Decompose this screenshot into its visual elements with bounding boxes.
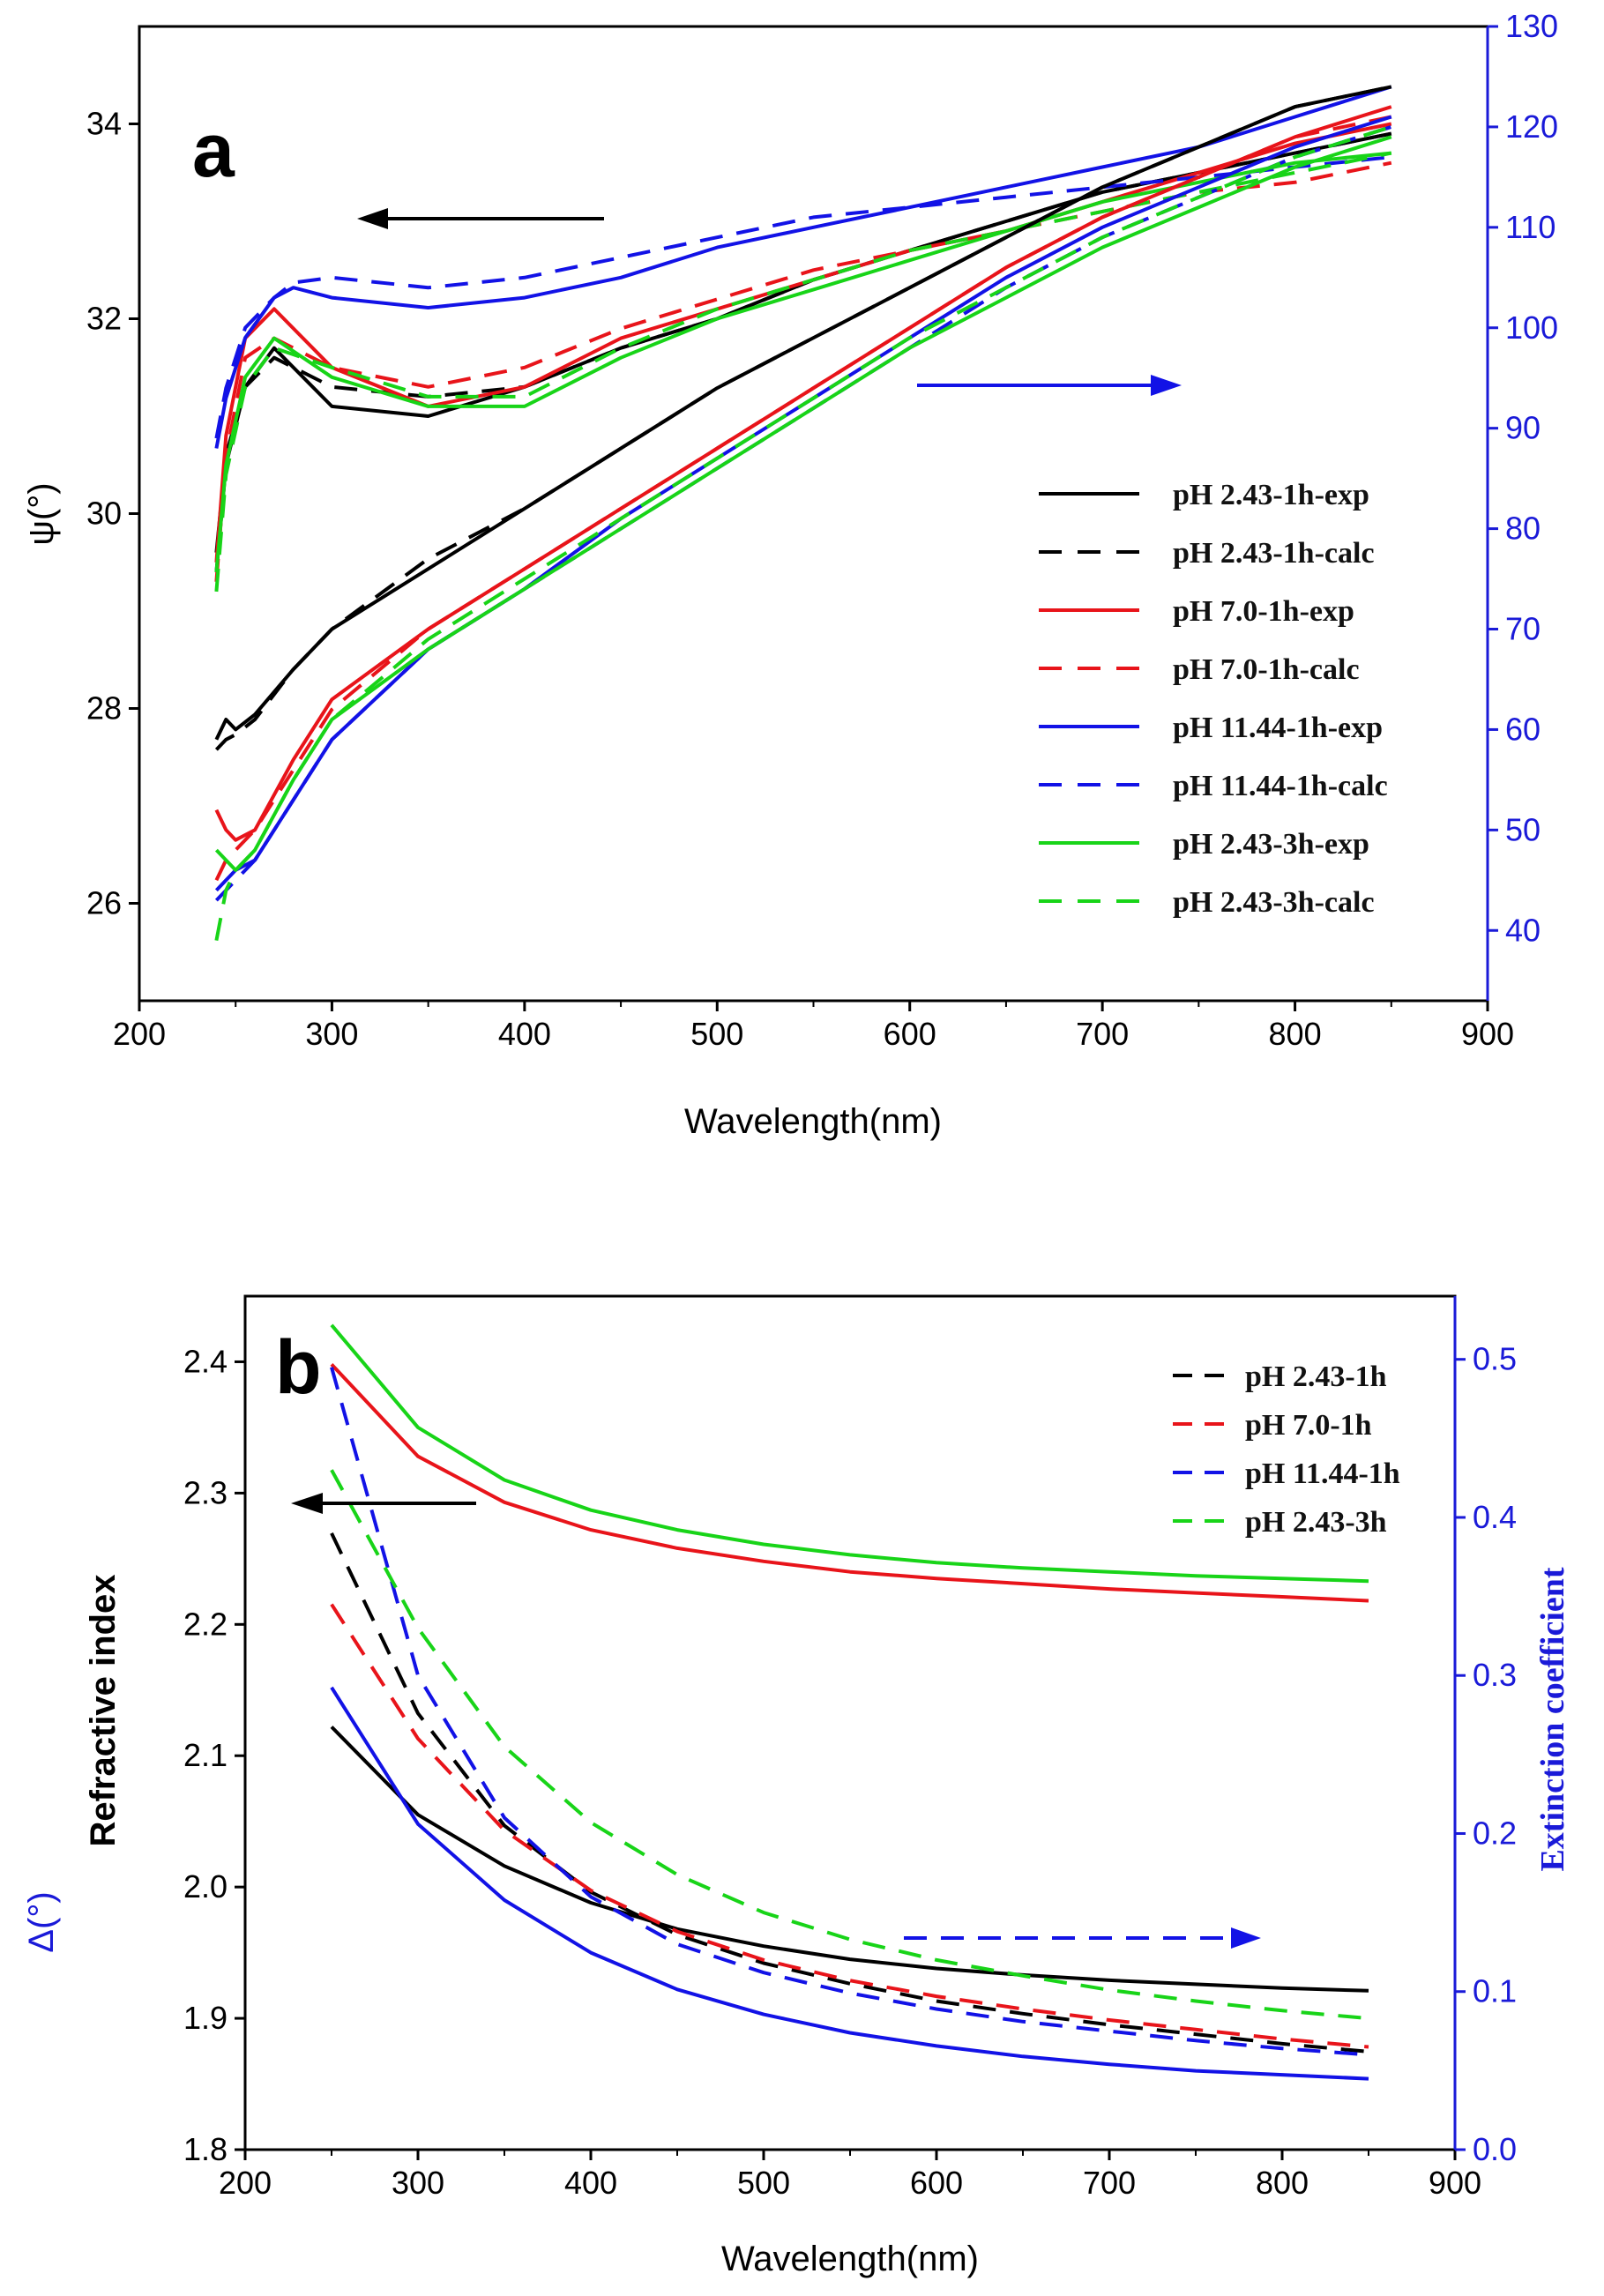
legend-label: pH 2.43-3h xyxy=(1245,1506,1387,1539)
chart-panel-b: 200 300 400 500 600 700 800 900 1.8 1.9 2.0 2.1 2.2 2… xyxy=(0,1252,1604,2296)
right-arrow-head xyxy=(1151,375,1182,396)
legend-label: pH 7.0-1h xyxy=(1245,1409,1372,1442)
ticks-b: 200 300 400 500 600 700 800 900 1.8 1.9 2.0 2.1 2.2 2… xyxy=(183,1341,1517,2201)
y-tick-label-right: 0.5 xyxy=(1473,1341,1517,1377)
arrows-a xyxy=(357,208,1182,396)
series-line-ph-7-0-1h-n xyxy=(330,1363,1369,1603)
y-tick-label-right: 0.2 xyxy=(1473,1815,1517,1851)
panel-letter-a: a xyxy=(192,108,235,193)
series-line-ph-11-44-1h-exp xyxy=(214,85,1392,449)
series-line-ph-2-43-1h-calc xyxy=(214,131,1392,572)
y-tick-label-right: 60 xyxy=(1505,711,1541,747)
y-tick-label-right: 50 xyxy=(1505,811,1541,847)
x-tick-label: 900 xyxy=(1429,2165,1481,2201)
legend-b: pH 2.43-1h pH 7.0-1h pH 11.44-1h pH 2.43-3h xyxy=(1173,1360,1400,1539)
y-tick-label-right: 100 xyxy=(1505,309,1558,346)
y-tick-label-right: 120 xyxy=(1505,108,1558,145)
y-axis-right-title-b: Extinction coefficient xyxy=(1534,1567,1571,1871)
x-axis-title-a: Wavelength(nm) xyxy=(684,1102,942,1141)
series-line-ph-2-43-3h-calc xyxy=(214,151,1392,593)
y-tick-label-right: 70 xyxy=(1505,611,1541,647)
y-tick-label-right: 0.4 xyxy=(1473,1499,1517,1535)
series-line-ph-2-43-1h-k xyxy=(330,1532,1369,2054)
x-tick-label: 900 xyxy=(1461,1016,1514,1052)
x-tick-label: 600 xyxy=(884,1016,936,1052)
series-line-ph-11-44-1h-n xyxy=(330,1686,1369,2081)
y-tick-label-left: 34 xyxy=(86,106,122,142)
arrows-b xyxy=(291,1493,1261,1949)
series-line-ph-2-43-1h-n xyxy=(330,1726,1369,1993)
series-line-ph-7-0-1h-k xyxy=(330,1603,1369,2049)
legend-label: pH 2.43-3h-calc xyxy=(1173,886,1375,919)
legend-label: pH 2.43-1h-exp xyxy=(1173,479,1369,511)
legend-label: pH 7.0-1h-calc xyxy=(1173,653,1360,686)
x-axis-title-b: Wavelength(nm) xyxy=(721,2240,979,2278)
series-line-ph-11-44-1h-k xyxy=(330,1367,1369,2057)
x-tick-label: 200 xyxy=(113,1016,166,1052)
y-tick-label-left: 1.9 xyxy=(183,2000,228,2036)
y-tick-label-right: 130 xyxy=(1505,8,1558,44)
legend-label: pH 2.43-3h-exp xyxy=(1173,828,1369,861)
x-tick-label: 200 xyxy=(219,2165,272,2201)
series-line-ph-7-0-1h-calc xyxy=(214,160,1392,582)
x-tick-label: 400 xyxy=(498,1016,551,1052)
x-tick-label: 600 xyxy=(910,2165,963,2201)
x-tick-label: 800 xyxy=(1256,2165,1309,2201)
y-tick-label-right: 110 xyxy=(1505,209,1556,245)
y-tick-label-left: 1.8 xyxy=(183,2131,228,2167)
chart-a-svg: 200 300 400 500 600 700 800 900 26 28 30 32 34 40 50 60… xyxy=(22,8,1559,1141)
series-a xyxy=(214,85,1392,941)
y-tick-label-right: 80 xyxy=(1505,511,1541,547)
series-line-red-calc-lower xyxy=(214,115,1392,882)
legend-label: pH 2.43-1h xyxy=(1245,1360,1387,1393)
series-line-green-calc-lower xyxy=(214,124,1392,941)
legend-a: pH 2.43-1h-exp pH 2.43-1h-calc pH 7.0-1h-e… xyxy=(1039,479,1388,919)
y-tick-label-left: 2.3 xyxy=(183,1474,228,1510)
series-line-ph-2-43-3h-k xyxy=(330,1469,1369,2021)
right-arrow-head xyxy=(1231,1927,1261,1949)
series-line-black-calc-lower xyxy=(214,85,1392,751)
panel-letter-b: b xyxy=(275,1325,322,1410)
y-tick-label-right: 0.1 xyxy=(1473,1973,1517,2009)
x-tick-label: 500 xyxy=(737,2165,790,2201)
series-line-ph-2-43-3h-exp xyxy=(214,151,1392,572)
y-axis-prefix-b: Δ(°) xyxy=(22,1891,61,1952)
legend-label: pH 11.44-1h xyxy=(1245,1457,1400,1490)
left-arrow-head xyxy=(357,208,388,229)
x-tick-label: 800 xyxy=(1269,1016,1322,1052)
y-tick-label-left: 2.1 xyxy=(183,1737,228,1773)
y-tick-label-left: 30 xyxy=(86,496,122,532)
chart-panel-a: 200 300 400 500 600 700 800 900 26 28 30 32 34 40 50 60… xyxy=(22,8,1559,1141)
series-line-ph-7-0-1h-exp xyxy=(214,122,1392,563)
y-tick-label-left: 2.0 xyxy=(183,1868,228,1905)
y-tick-label-left: 2.4 xyxy=(183,1343,228,1379)
y-tick-label-left: 32 xyxy=(86,301,122,337)
y-tick-label-left: 2.2 xyxy=(183,1606,228,1642)
x-tick-label: 300 xyxy=(305,1016,358,1052)
y-tick-label-right: 0.3 xyxy=(1473,1657,1517,1693)
y-axis-title-a: ψ(°) xyxy=(22,482,61,545)
y-tick-label-right: 40 xyxy=(1505,912,1541,948)
x-tick-label: 400 xyxy=(564,2165,617,2201)
ticks-a: 200 300 400 500 600 700 800 900 26 28 30 32 34 40 50 60… xyxy=(86,8,1558,1052)
legend-label: pH 11.44-1h-exp xyxy=(1173,712,1383,744)
y-tick-label-left: 26 xyxy=(86,885,122,921)
y-tick-label-left: 28 xyxy=(86,690,122,727)
x-tick-label: 700 xyxy=(1083,2165,1136,2201)
left-arrow-head xyxy=(291,1493,323,1514)
legend-label: pH 2.43-1h-calc xyxy=(1173,537,1375,570)
y-axis-title-b: Refractive index xyxy=(84,1574,123,1846)
series-b xyxy=(330,1323,1369,2081)
y-tick-label-right: 0.0 xyxy=(1473,2131,1517,2167)
legend-label: pH 11.44-1h-calc xyxy=(1173,770,1388,802)
chart-b-svg: 200 300 400 500 600 700 800 900 1.8 1.9 2.0 2.1 2.2 2… xyxy=(0,1252,1604,2296)
x-tick-label: 300 xyxy=(392,2165,444,2201)
y-tick-label-right: 90 xyxy=(1505,410,1541,446)
series-line-ph-2-43-3h-n xyxy=(330,1323,1369,1584)
x-tick-label: 500 xyxy=(690,1016,743,1052)
x-tick-label: 700 xyxy=(1076,1016,1129,1052)
legend-label: pH 7.0-1h-exp xyxy=(1173,595,1354,628)
